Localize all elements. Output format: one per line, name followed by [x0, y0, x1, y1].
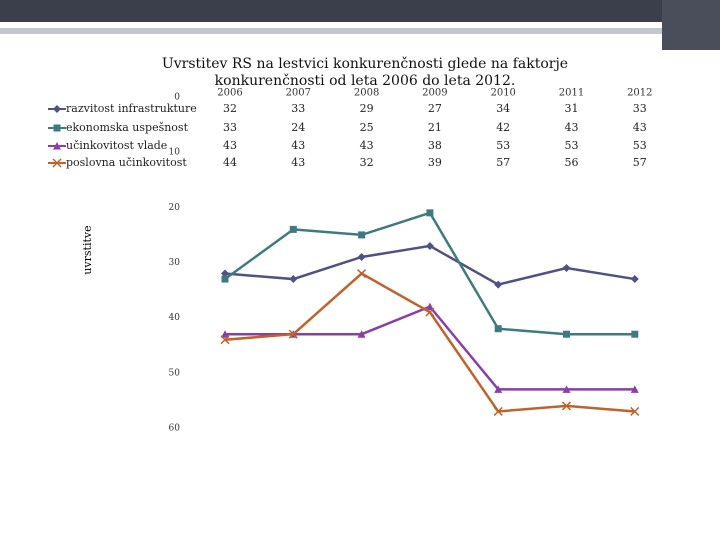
table-cell: 39 — [428, 156, 442, 169]
table-cell: 25 — [360, 121, 374, 134]
data-point — [563, 330, 570, 338]
data-point — [630, 275, 639, 284]
legend-entry: učinkovitost vlade — [66, 139, 167, 152]
y-tick-label: 50 — [169, 368, 181, 378]
y-axis-label: uvrstitve — [81, 225, 94, 274]
table-cell: 44 — [223, 156, 237, 169]
table-header: 2012 — [627, 88, 652, 99]
table-header: 2009 — [422, 88, 447, 99]
data-point — [426, 209, 434, 217]
data-point — [221, 330, 229, 338]
legend-marker — [53, 105, 61, 113]
table-cell: 24 — [291, 121, 305, 134]
header-block — [662, 0, 720, 50]
table-cell: 53 — [565, 139, 579, 152]
table-cell: 31 — [565, 102, 579, 115]
table-header: 2011 — [559, 88, 584, 99]
data-point — [220, 335, 230, 345]
y-tick-label: 0 — [174, 93, 180, 103]
data-point — [631, 330, 639, 338]
series-line — [224, 272, 635, 413]
table-cell: 53 — [633, 139, 647, 152]
table-cell: 43 — [223, 139, 237, 152]
header-bar — [0, 0, 662, 22]
data-point — [425, 307, 435, 317]
table-cell: 32 — [223, 102, 237, 115]
table-cell: 57 — [633, 156, 647, 169]
table-cell: 27 — [428, 102, 442, 115]
header-stripe — [0, 28, 662, 34]
data-point — [494, 325, 502, 333]
table-header: 2006 — [217, 88, 242, 99]
y-tick-label: 20 — [169, 203, 181, 213]
table-header: 2008 — [354, 88, 379, 99]
table-header: 2010 — [490, 88, 515, 99]
data-point — [221, 275, 229, 283]
data-point — [630, 385, 639, 393]
chart-title: Uvrstitev RS na lestvici konkurenčnosti … — [161, 56, 569, 89]
legend-entry: razvitost infrastrukture — [66, 102, 197, 115]
legend-marker — [53, 142, 61, 150]
table-cell: 33 — [291, 102, 305, 115]
data-point — [425, 302, 434, 311]
series-line — [224, 211, 635, 336]
data-point — [494, 280, 503, 289]
table-cell: 43 — [565, 121, 579, 134]
data-point — [221, 269, 229, 278]
y-tick-label: 60 — [169, 424, 181, 434]
data-point — [493, 406, 503, 416]
data-point — [562, 264, 571, 273]
series-line — [225, 305, 635, 391]
table-cell: 43 — [633, 121, 647, 134]
y-tick-label: 40 — [169, 313, 181, 323]
data-point — [561, 401, 572, 411]
data-point — [358, 231, 366, 239]
legend-marker — [52, 158, 62, 168]
data-point — [630, 406, 640, 416]
table-cell: 21 — [428, 121, 442, 134]
table-cell: 32 — [360, 156, 374, 169]
data-point — [562, 385, 571, 393]
table-cell: 43 — [291, 139, 305, 152]
data-point — [289, 225, 297, 233]
legend-entry: ekonomska uspešnost — [66, 121, 189, 134]
data-point — [494, 385, 503, 393]
data-point — [357, 252, 366, 261]
table-cell: 43 — [291, 156, 305, 169]
data-point — [357, 269, 367, 279]
data-point — [288, 329, 298, 339]
data-point — [289, 275, 298, 284]
table-cell: 56 — [565, 156, 579, 169]
table-cell: 57 — [496, 156, 510, 169]
data-point — [425, 241, 434, 250]
table-header: 2007 — [286, 88, 311, 99]
y-tick-label: 10 — [169, 148, 181, 158]
legend-entry: poslovna učinkovitost — [66, 156, 187, 169]
table-cell: 33 — [633, 102, 647, 115]
table-cell: 42 — [496, 121, 510, 134]
table-cell: 29 — [360, 102, 374, 115]
table-cell: 53 — [496, 139, 510, 152]
data-point — [357, 330, 366, 338]
table-cell: 43 — [360, 139, 374, 152]
legend-marker — [53, 124, 61, 132]
table-cell: 33 — [223, 121, 237, 134]
y-tick-label: 30 — [169, 258, 181, 268]
table-cell: 34 — [496, 102, 510, 115]
series-line — [224, 244, 635, 286]
table-cell: 38 — [428, 139, 442, 152]
